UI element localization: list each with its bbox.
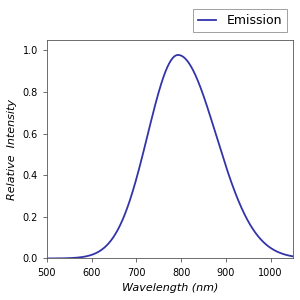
Y-axis label: Relative  Intensity: Relative Intensity bbox=[7, 99, 17, 200]
Legend: Emission: Emission bbox=[193, 9, 287, 32]
X-axis label: Wavelength (nm): Wavelength (nm) bbox=[122, 283, 218, 293]
